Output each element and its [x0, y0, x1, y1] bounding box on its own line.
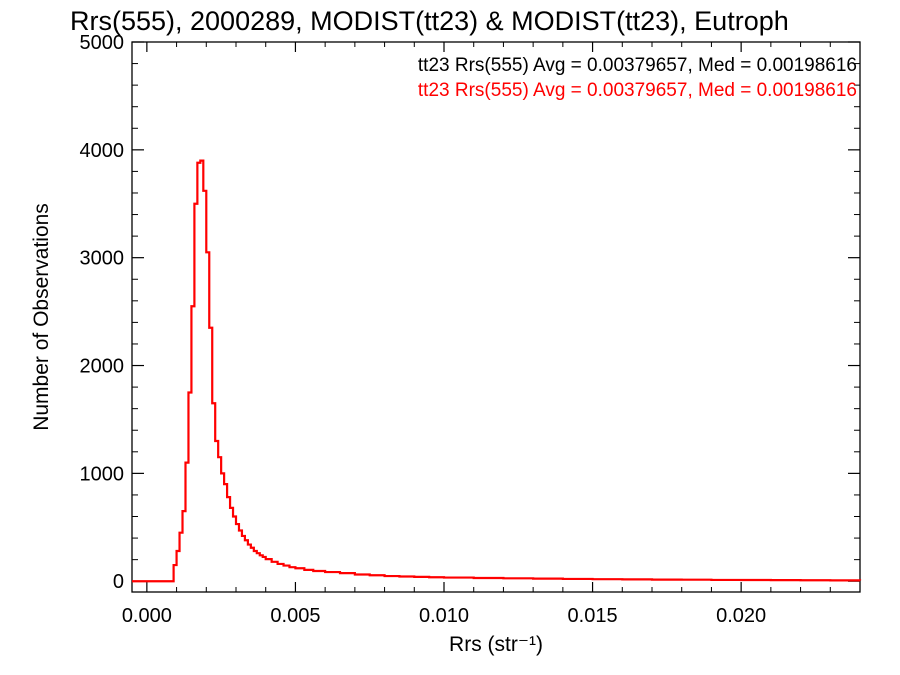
- x-axis-label: Rrs (str⁻¹): [449, 633, 543, 656]
- x-tick-label: 0.005: [270, 605, 320, 627]
- y-tick-label: 2000: [80, 356, 125, 378]
- y-tick-label: 4000: [80, 140, 125, 162]
- x-tick-label: 0.020: [716, 605, 766, 627]
- series-layer: [132, 159, 862, 583]
- axis-tick-labels: 0.000 0.005 0.010 0.015 0.020 0 1000 2000 3000 40…: [80, 32, 767, 627]
- legend-entry-0: tt23 Rrs(555) Avg = 0.00379657, Med = 0.…: [418, 55, 857, 76]
- y-tick-label: 3000: [80, 248, 125, 270]
- chart-title: Rrs(555), 2000289, MODIST(tt23) & MODIST…: [70, 6, 789, 36]
- y-tick-label: 1000: [80, 463, 125, 485]
- x-tick-label: 0.000: [122, 605, 172, 627]
- legend: tt23 Rrs(555) Avg = 0.00379657, Med = 0.…: [418, 55, 857, 101]
- x-tick-label: 0.010: [419, 605, 469, 627]
- y-tick-label: 5000: [80, 32, 125, 54]
- x-tick-label: 0.015: [568, 605, 618, 627]
- series-line-0: [132, 159, 862, 583]
- y-axis-label: Number of Observations: [30, 203, 53, 431]
- legend-entry-1: tt23 Rrs(555) Avg = 0.00379657, Med = 0.…: [418, 80, 857, 101]
- plot-frame: [131, 41, 861, 593]
- y-tick-label: 0: [113, 571, 124, 593]
- axis-ticks: [132, 41, 861, 592]
